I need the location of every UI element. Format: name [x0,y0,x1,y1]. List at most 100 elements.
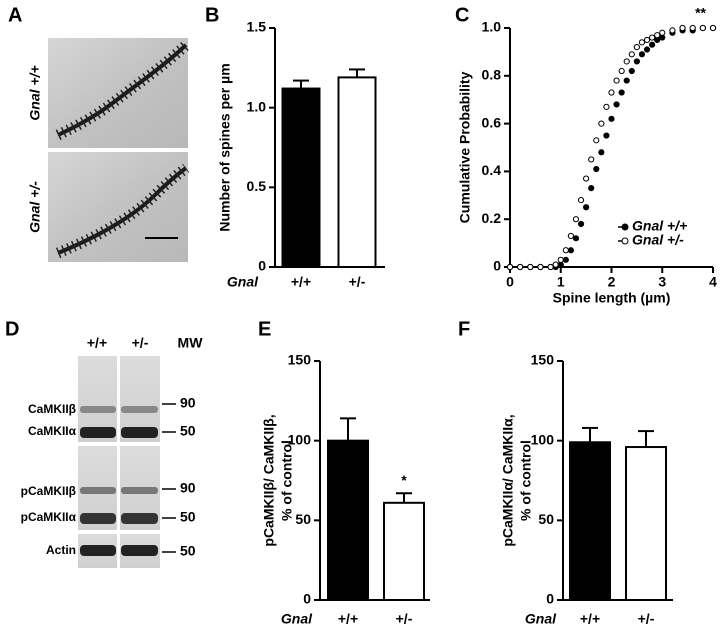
x-tick-label: +/+ [580,611,600,627]
data-point [557,256,564,263]
panel-letter: F [458,318,470,340]
y-axis-label: Number of spines per µm [217,63,233,231]
y-tick-label: 150 [288,352,312,368]
data-point [649,41,656,48]
y-tick-label: 0.2 [482,210,502,226]
y-tick-label: 50 [538,511,554,527]
panel-letter: D [5,318,19,340]
genotype-label: Gnal +/+ [27,65,43,120]
x-tick-label: 0 [506,274,514,290]
y-tick-label: 1.0 [247,98,267,114]
y-tick-label: 150 [531,352,555,368]
band-label: pCaMKIIβ [21,484,76,498]
data-point [598,149,605,156]
y-tick-label: 0 [303,591,311,607]
data-point [517,263,524,271]
band-label: pCaMKIIα [21,510,77,524]
x-tick-label: +/- [638,611,655,627]
micrograph [48,152,188,262]
y-tick-label: 1.0 [482,19,502,35]
mw-ticks [162,403,176,553]
data-point [562,256,569,263]
data-point [618,89,625,96]
significance: * [401,472,407,488]
data-point [669,27,676,34]
data-point [638,51,646,58]
spines [55,163,190,259]
panel-letter: E [258,318,271,340]
data-point [709,24,717,32]
x-tick-label: 4 [709,274,717,290]
x-axis-label: Spine length (µm) [553,290,671,306]
bar [327,439,369,601]
data-point [659,29,666,36]
y-tick-label: 0.6 [482,114,502,130]
data-point [593,165,600,173]
panel-letter: C [455,4,469,26]
band-label: CaMKIIβ [28,402,76,416]
data-point [628,67,635,75]
genotype-label: Gnal +/- [27,181,43,233]
data-point [613,101,620,108]
mw-header: MW [178,335,204,351]
y-tick-label: 100 [531,431,555,447]
x-tick-label: 3 [658,274,666,290]
band [80,513,116,524]
lane-label: +/- [132,335,149,351]
mw-label: 90 [180,480,196,496]
band [80,427,116,438]
data-point [583,204,590,211]
y-tick-label: 100 [288,431,312,447]
y-tick-label: 0 [258,258,266,274]
data-point [608,89,615,96]
data-point [577,220,585,228]
data-point [699,24,706,32]
significance: ** [695,5,706,21]
data-point [603,103,610,110]
data-point [588,156,595,163]
x-axis-label: Gnal [525,611,557,627]
data-point [552,261,559,268]
data-point [567,247,575,254]
y-axis-label: pCaMKIIα/ CaMKIIα, [500,414,516,546]
band [80,545,116,556]
data-point [537,263,544,271]
data-point [547,263,554,271]
data-point [603,132,610,139]
data-point [567,232,575,240]
bar [569,441,611,602]
data-point [598,120,605,127]
y-tick-label: 0 [493,258,501,274]
data-point [527,263,534,271]
band-label: Actin [46,543,76,557]
band [121,513,158,524]
legend-label: Gnal +/- [632,232,684,248]
band [80,406,116,413]
data-point [654,32,661,39]
legend-marker [621,223,629,231]
data-point [577,196,585,204]
bar [337,76,377,269]
data-point [506,263,514,271]
x-tick-label: 2 [608,274,616,290]
data-point [572,216,580,223]
band-label: CaMKIIα [28,424,77,438]
data-point [633,58,640,65]
x-tick-label: +/+ [338,611,358,627]
x-tick-label: +/- [396,611,413,627]
mw-label: 50 [180,423,196,439]
panel-letter: A [8,4,22,26]
data-point [638,39,646,46]
y-tick-label: 50 [295,511,311,527]
y-tick-label: 0.8 [482,67,502,83]
data-point [623,58,630,65]
data-point [608,115,615,122]
legend-label: Gnal +/+ [632,218,687,234]
y-tick-label: 0 [546,591,554,607]
band [80,487,116,494]
data-point [572,235,580,242]
band [121,545,158,556]
data-point [633,44,640,51]
x-tick-label: +/- [349,274,366,290]
